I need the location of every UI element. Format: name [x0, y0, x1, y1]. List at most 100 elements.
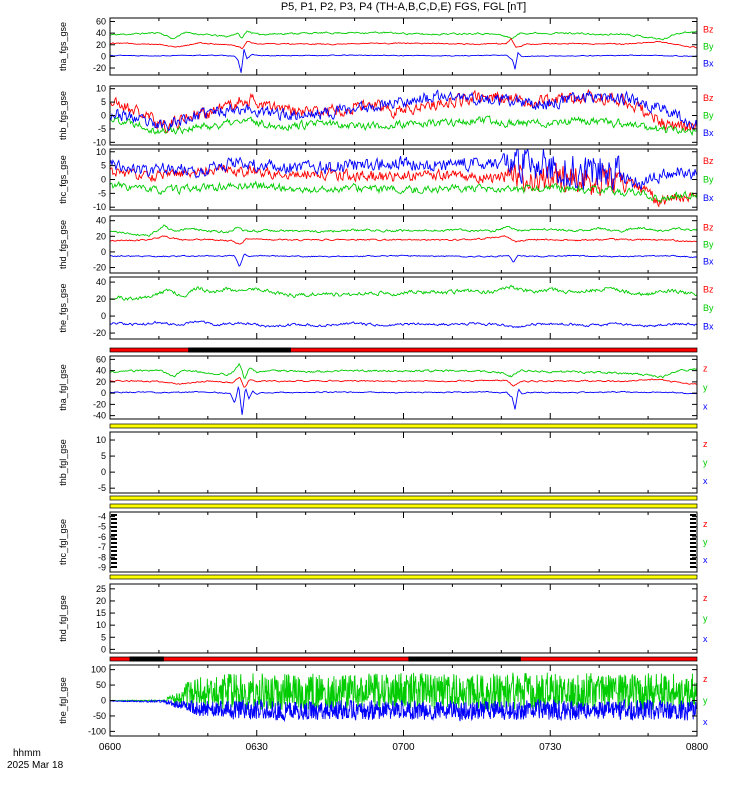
series-line-blue: [110, 89, 697, 132]
legend-label-y: y: [703, 458, 708, 468]
y-tick-label: 60: [96, 16, 106, 26]
panel-the_fgs_gse: 40 20 0 -20 the_fgs_gse Bz By Bx: [58, 276, 714, 340]
panel-frame: [109, 431, 698, 494]
y-tick-label: -10: [93, 202, 106, 212]
panel-thd_fgl_gse: 25 20 15 10 5 0 thd_fgl_gse z yx: [58, 583, 708, 654]
legend-label-x: x: [703, 634, 708, 644]
legend-label-x: x: [703, 717, 708, 727]
legend-label-Bx: Bx: [703, 59, 714, 69]
panel-y-axis-label: thb_fgs_gse: [58, 91, 68, 140]
panel-frame: [109, 583, 698, 654]
legend-label-Bz: Bz: [703, 156, 714, 166]
y-tick-label: 0: [101, 644, 106, 654]
y-tick-label: 0: [101, 467, 106, 477]
y-tick-label: -100: [88, 726, 106, 736]
panel-frame: [109, 215, 698, 274]
legend-label-y: y: [703, 537, 708, 547]
panel-thd_fgs_gse: 40 20 0 -20 thd_fgs_gse Bz By Bx: [58, 215, 714, 274]
date-label: 2025 Mar 18: [7, 760, 64, 771]
panel-y-axis-label: tha_fgl_gse: [58, 364, 68, 411]
quality-stripe: [109, 423, 698, 429]
panel-frame: [109, 17, 698, 76]
x-tick-label: 0700: [392, 742, 415, 753]
series-line-blue: [110, 49, 697, 73]
y-tick-label: -5: [98, 188, 106, 198]
panel-y-axis-label: thd_fgl_gse: [58, 595, 68, 642]
series-line-green: [110, 224, 697, 237]
y-tick-label: 5: [101, 632, 106, 642]
x-tick-label: 0730: [539, 742, 562, 753]
legend-label-Bx: Bx: [703, 193, 714, 203]
stripe-above-thc_fgl_gse: [109, 503, 698, 509]
series-line-red: [110, 37, 697, 50]
y-tick-label: -8: [98, 552, 106, 562]
y-tick-label: -40: [93, 411, 106, 421]
y-tick-label: -50: [93, 711, 106, 721]
y-tick-label: 5: [101, 161, 106, 171]
series-line-green: [110, 30, 697, 41]
panel-frame: [109, 276, 698, 340]
series-line-blue: [110, 320, 697, 329]
y-tick-label: 10: [96, 84, 106, 94]
legend-label-Bx: Bx: [703, 128, 714, 138]
quality-stripe: [109, 656, 698, 662]
x-tick-label: 0630: [246, 742, 269, 753]
y-tick-label: 5: [101, 451, 106, 461]
quality-stripe: [109, 574, 698, 580]
y-tick-label: 0: [101, 111, 106, 121]
panel-thc_fgl_gse: -4-5-6-7-8-9 thc_fgl_gse zyx: [58, 511, 708, 573]
y-tick-label: 20: [96, 231, 106, 241]
y-tick-label: -5: [98, 124, 106, 134]
panel-frame: [109, 511, 698, 573]
legend-label-y: y: [703, 696, 708, 706]
y-tick-label: -9: [98, 562, 106, 572]
legend-label-By: By: [703, 175, 714, 185]
legend-label-Bz: Bz: [703, 222, 714, 232]
y-tick-label: -5: [98, 483, 106, 493]
y-tick-label: 0: [101, 311, 106, 321]
legend-label-y: y: [703, 614, 708, 624]
y-tick-label: -20: [93, 63, 106, 73]
y-tick-label: -20: [93, 263, 106, 273]
series-line-green: [110, 672, 697, 712]
series-line-red: [110, 88, 697, 134]
y-tick-label: 40: [96, 277, 106, 287]
y-tick-label: 0: [101, 51, 106, 61]
y-tick-label: 25: [96, 584, 106, 594]
legend-label-x: x: [703, 555, 708, 565]
y-tick-label: 15: [96, 608, 106, 618]
legend-label-By: By: [703, 240, 714, 250]
legend-label-x: x: [703, 401, 708, 411]
y-tick-label: 10: [96, 620, 106, 630]
legend-label-z: z: [703, 519, 708, 529]
y-tick-label: 10: [96, 147, 106, 157]
stripe-below-thc_fgl_gse: [109, 574, 698, 580]
y-tick-label: -5: [98, 522, 106, 532]
x-tick-label: 0600: [99, 742, 122, 753]
panel-y-axis-label: tha_fgs_gse: [58, 22, 68, 71]
panel-y-axis-label: thb_fgl_gse: [58, 439, 68, 486]
panel-y-axis-label: the_fgs_gse: [58, 283, 68, 332]
legend-label-By: By: [703, 111, 714, 121]
series-line-red: [110, 235, 697, 245]
page-title: P5, P1, P2, P3, P4 (TH-A,B,C,D,E) FGS, F…: [280, 1, 527, 13]
y-tick-label: 20: [96, 294, 106, 304]
legend-label-z: z: [703, 593, 708, 603]
y-tick-label: 20: [96, 377, 106, 387]
panel-y-axis-label: thc_fgl_gse: [58, 519, 68, 565]
legend-label-By: By: [703, 303, 714, 313]
quality-stripe-black-segment: [188, 347, 291, 353]
series-line-green: [110, 115, 697, 137]
y-tick-label: 100: [91, 665, 106, 675]
series-line-blue: [110, 253, 697, 267]
offscale-barcode: [111, 514, 696, 568]
y-tick-label: 50: [96, 680, 106, 690]
y-tick-label: -10: [93, 137, 106, 147]
x-tick-label: 0800: [686, 742, 709, 753]
quality-stripe: [109, 495, 698, 501]
stripe-below-thb_fgl_gse: [109, 495, 698, 501]
y-tick-label: 10: [96, 435, 106, 445]
